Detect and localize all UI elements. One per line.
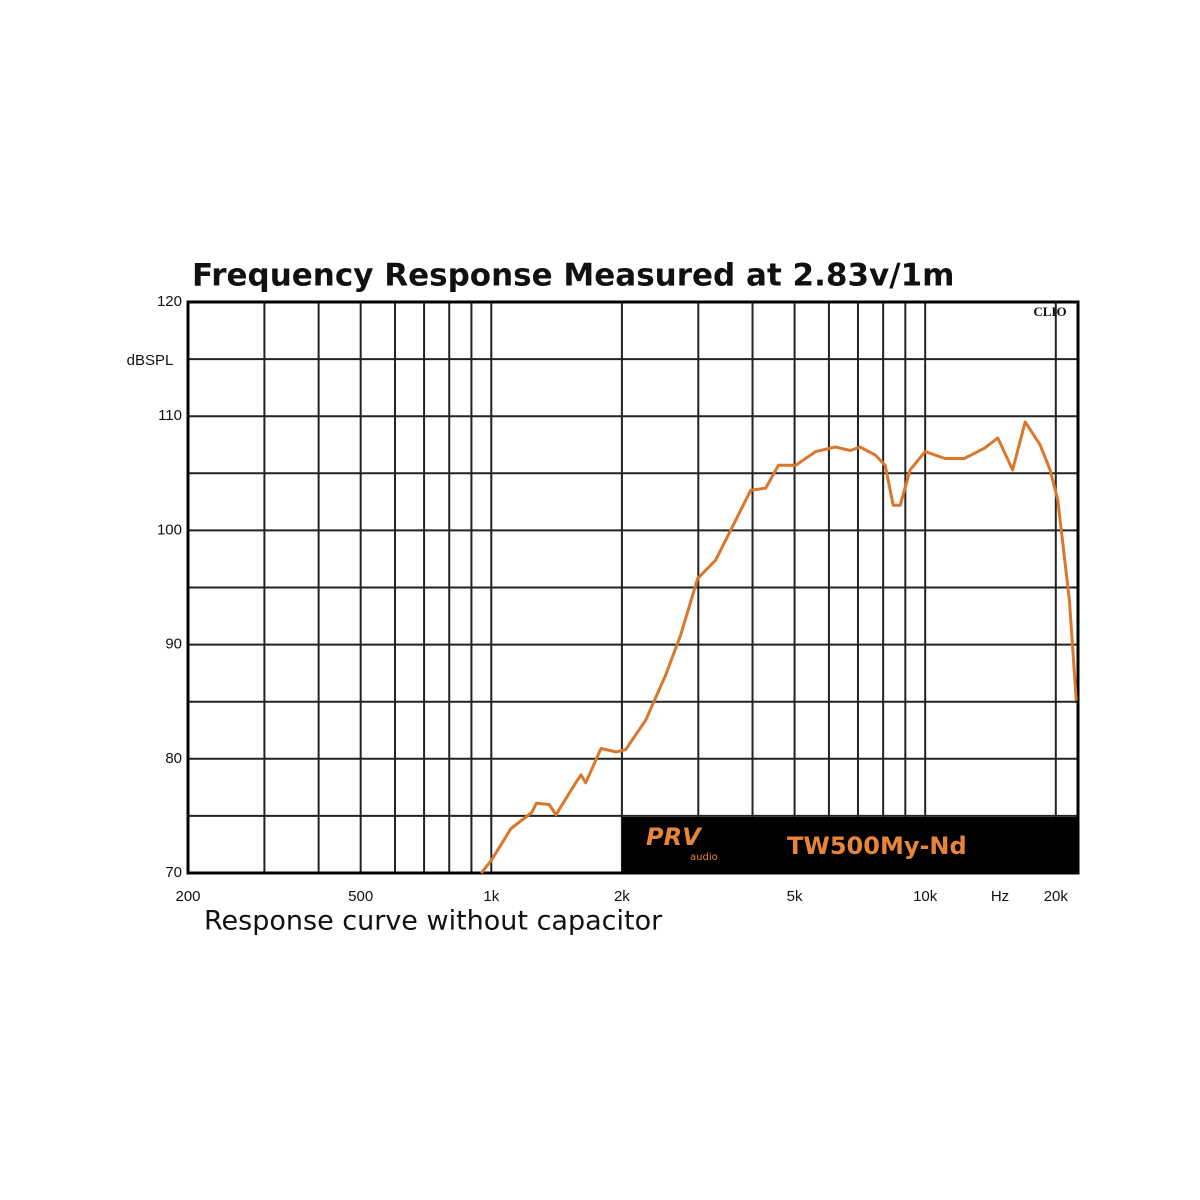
logo-sub: audio: [690, 852, 718, 863]
logo-box: [622, 817, 1078, 873]
x-tick-label: 2k: [614, 888, 630, 905]
y-axis-label: dBSPL: [127, 352, 174, 369]
badge: CLIO: [1033, 304, 1066, 319]
x-tick-label: 500: [348, 888, 373, 905]
logo-brand: PRV: [646, 823, 703, 851]
y-tick-label: 110: [158, 407, 182, 424]
x-axis-label: Hz: [991, 888, 1009, 905]
chart-title: Frequency Response Measured at 2.83v/1m: [192, 258, 954, 294]
y-tick-label: 100: [157, 521, 182, 538]
y-tick-label: 70: [165, 864, 182, 881]
grid: [187, 301, 1078, 874]
x-tick-label: 20k: [1044, 888, 1069, 905]
logo-model: TW500My-Nd: [787, 832, 967, 860]
x-tick-label: 5k: [787, 888, 803, 905]
chart-subtitle: Response curve without capacitor: [204, 906, 663, 937]
x-tick-label: 10k: [913, 888, 938, 905]
y-tick-label: 80: [165, 750, 182, 767]
y-tick-label: 90: [165, 636, 182, 653]
response-curve: [480, 420, 1078, 874]
plot-frame: [186, 300, 1080, 875]
x-tick-label: 1k: [483, 888, 499, 905]
x-tick-label: 200: [175, 888, 200, 905]
y-tick-label: 120: [157, 293, 182, 310]
